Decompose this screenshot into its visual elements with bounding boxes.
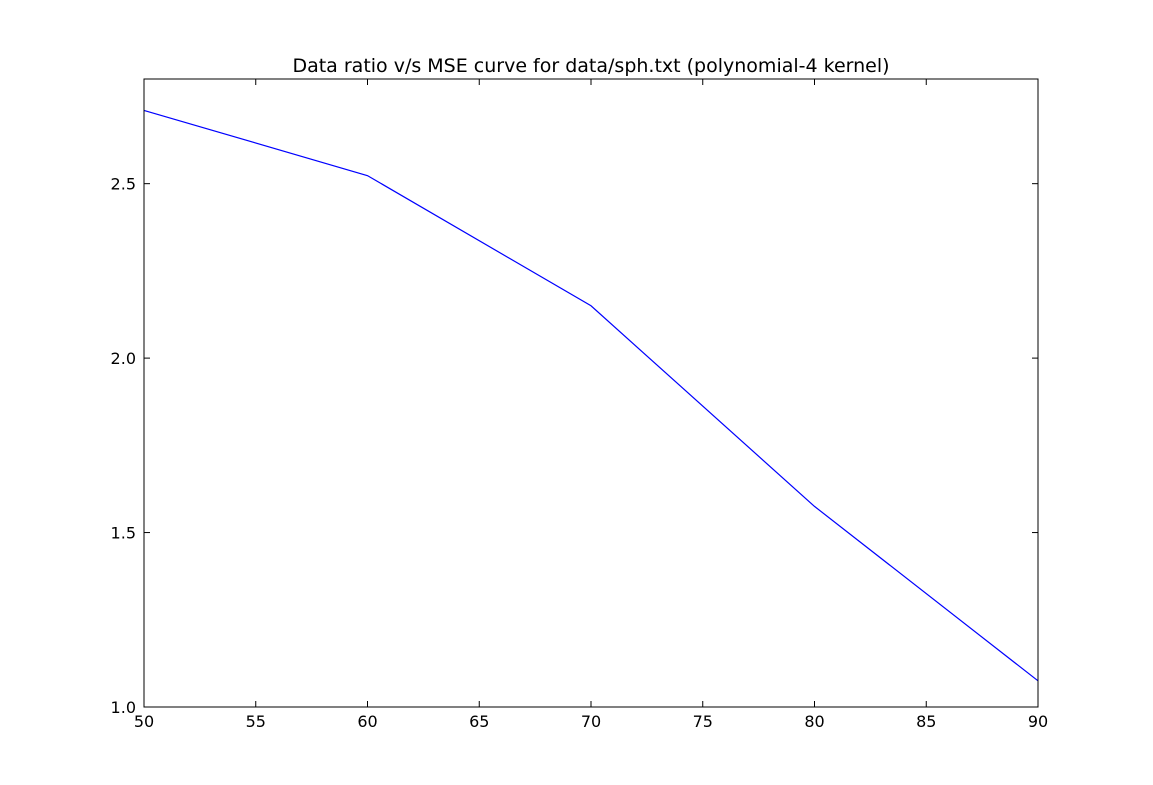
x-tick-label: 55 bbox=[246, 712, 266, 731]
y-tick-label: 2.5 bbox=[111, 175, 136, 194]
x-tick-label: 65 bbox=[469, 712, 489, 731]
y-tick-label: 2.0 bbox=[111, 349, 136, 368]
chart-title: Data ratio v/s MSE curve for data/sph.tx… bbox=[292, 55, 889, 77]
y-tick-label: 1.0 bbox=[111, 698, 136, 717]
plot-frame bbox=[143, 78, 1039, 708]
x-tick-label: 50 bbox=[134, 712, 154, 731]
tick-layer: 50 55 60 65 70 75 80 85 90 1.0 1.5 2.0 2.5 bbox=[111, 79, 1048, 731]
x-tick-label: 75 bbox=[693, 712, 713, 731]
x-tick-label: 80 bbox=[804, 712, 824, 731]
x-tick-label: 60 bbox=[357, 712, 377, 731]
x-tick-label: 70 bbox=[581, 712, 601, 731]
x-tick-label: 90 bbox=[1028, 712, 1048, 731]
series-layer bbox=[143, 109, 1039, 682]
y-tick-label: 1.5 bbox=[111, 524, 136, 543]
series-line bbox=[143, 109, 1039, 682]
x-tick-label: 85 bbox=[916, 712, 936, 731]
